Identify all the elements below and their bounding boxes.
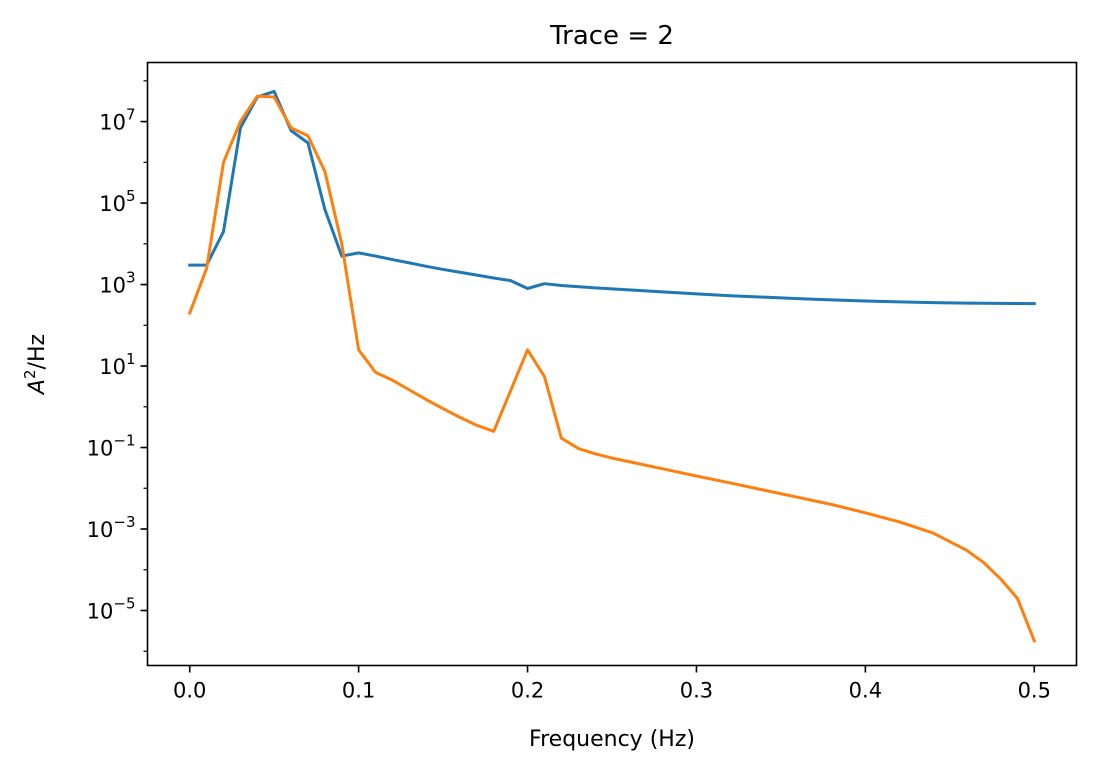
- y-tick-label: 107: [99, 106, 135, 135]
- plot-frame: [146, 61, 1078, 667]
- y-tick-label: 10−1: [87, 432, 136, 461]
- y-tick-label: 105: [99, 187, 135, 216]
- x-tick-label: 0.1: [342, 679, 375, 703]
- y-tick-label: 101: [99, 350, 135, 379]
- y-axis-label-base: A: [25, 379, 50, 396]
- x-tick-label: 0.2: [511, 679, 544, 703]
- x-tick-label: 0.0: [173, 679, 206, 703]
- y-axis-label: A2/Hz: [21, 334, 50, 396]
- series-layer: [187, 89, 1037, 643]
- y-tick-label: 10−3: [87, 513, 136, 542]
- y-tick-label: 103: [99, 269, 135, 298]
- y-tick-label: 10−5: [87, 594, 136, 623]
- series-line-2: [187, 94, 1037, 643]
- x-tick-label: 0.5: [1018, 679, 1051, 703]
- series-line-1: [188, 89, 1036, 306]
- chart-title: Trace = 2: [549, 21, 674, 51]
- y-axis-label-rest: /Hz: [25, 334, 50, 370]
- y-axis-ticks: 107 105 103 101 10−1 10−3 10−5: [87, 80, 148, 652]
- y-axis-label-sup: 2: [21, 369, 39, 379]
- x-axis-label: Frequency (Hz): [529, 727, 695, 752]
- x-tick-label: 0.3: [680, 679, 713, 703]
- x-axis-ticks: 0.0 0.1 0.2 0.3 0.4 0.5: [173, 665, 1051, 703]
- x-tick-label: 0.4: [849, 679, 882, 703]
